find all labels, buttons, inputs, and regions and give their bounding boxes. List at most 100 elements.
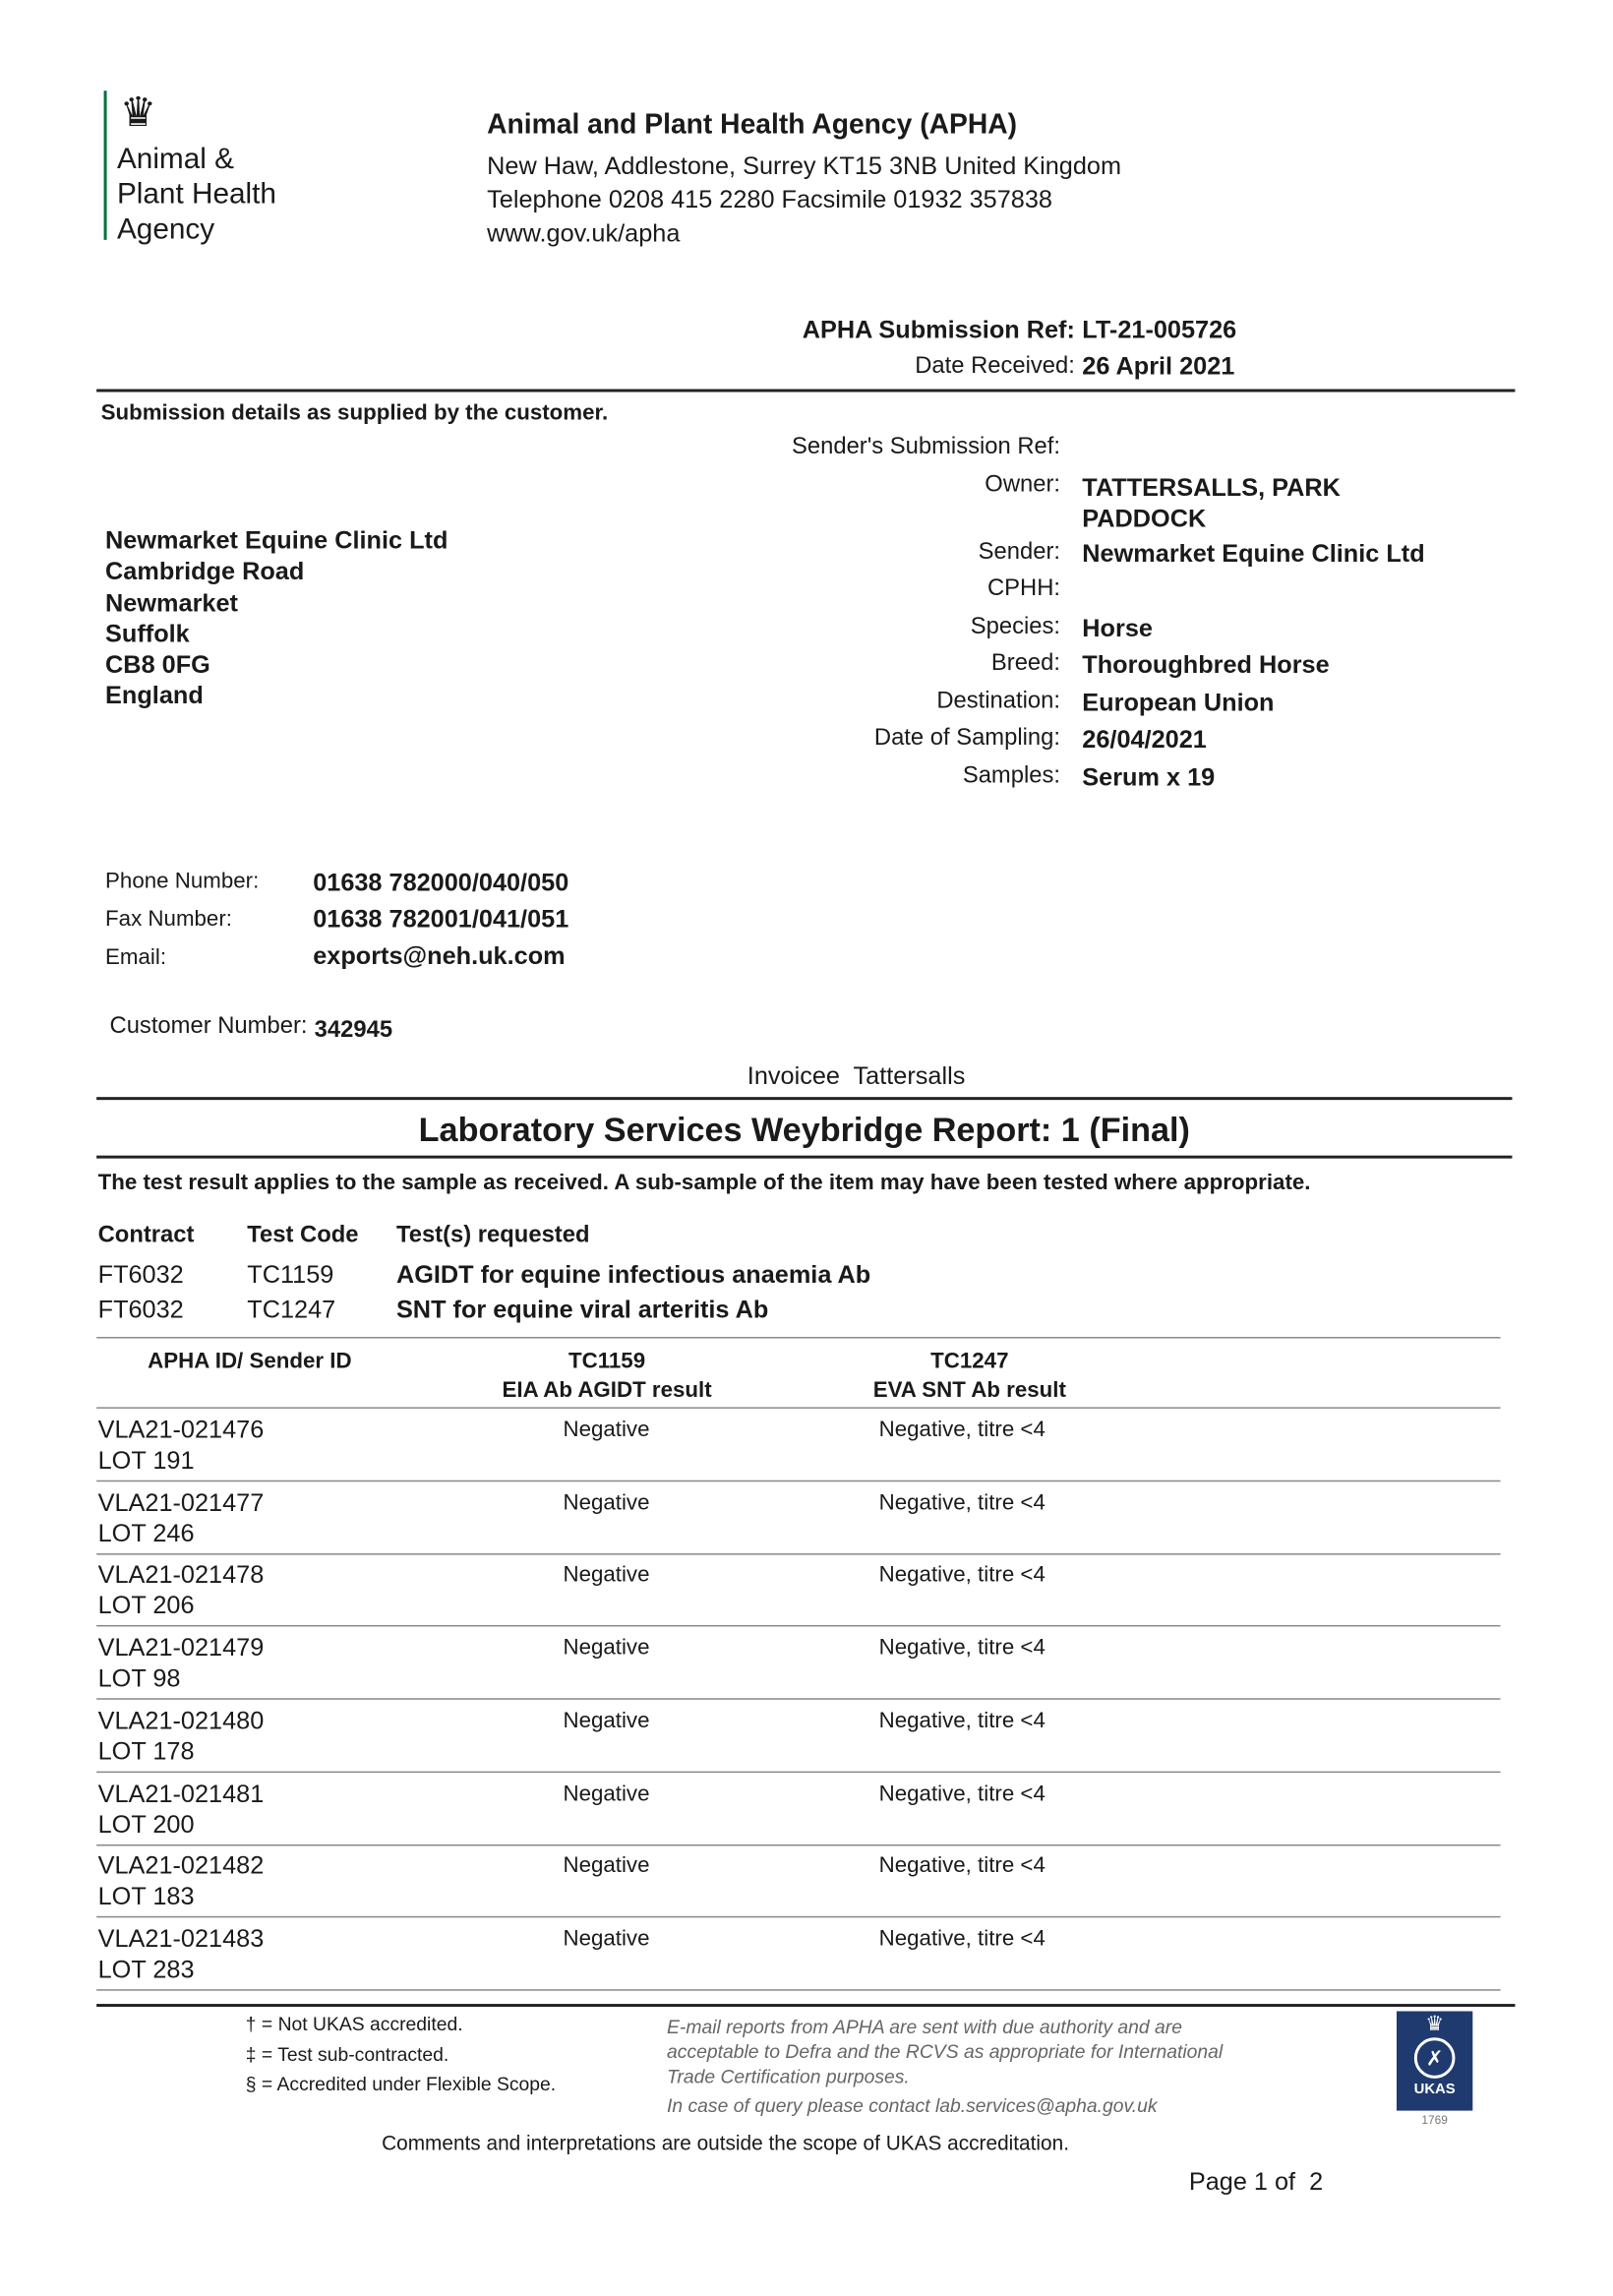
email-note-line: E-mail reports from APHA are sent with d… [667, 2015, 1182, 2038]
apha-id: VLA21-021479 [97, 1634, 265, 1662]
query-note: In case of query please contact lab.serv… [667, 2094, 1158, 2117]
apha-id: VLA21-021481 [97, 1779, 265, 1808]
logo-line: Agency [116, 213, 215, 246]
eva-result: Negative, titre <4 [878, 1926, 1045, 1952]
row-divider [96, 1916, 1501, 1918]
ukas-number: 1769 [1421, 2113, 1448, 2127]
email-note-line: Trade Certification purposes. [667, 2065, 910, 2087]
eva-result: Negative, titre <4 [878, 1708, 1045, 1733]
divider [96, 1407, 1501, 1409]
test-contract: FT6032 [97, 1296, 184, 1324]
crown-icon: ♛ [1425, 2011, 1444, 2035]
field-label: Owner: [985, 472, 1061, 498]
col-header-id: APHA ID/ Sender ID [148, 1348, 352, 1374]
field-label: Samples: [962, 763, 1061, 789]
eia-result: Negative [563, 1926, 650, 1952]
tests-header-code: Test Code [247, 1223, 359, 1248]
org-phone: Telephone 0208 415 2280 Facsimile 01932 … [487, 185, 1052, 214]
ukas-logo: ♛ ✗ UKAS [1396, 2011, 1473, 2111]
address-line: Suffolk [105, 620, 190, 648]
report-note: The test result applies to the sample as… [97, 1170, 1311, 1195]
sender-id: LOT 183 [97, 1882, 195, 1911]
eia-result: Negative [563, 1562, 650, 1588]
destination-value: European Union [1082, 689, 1275, 717]
eia-result: Negative [563, 1781, 650, 1806]
divider [96, 2004, 1516, 2008]
row-divider [96, 1625, 1501, 1628]
apha-id: VLA21-021476 [97, 1416, 265, 1444]
eia-result: Negative [563, 1417, 650, 1443]
eia-result: Negative [563, 1708, 650, 1733]
org-address: New Haw, Addlestone, Surrey KT15 3NB Uni… [487, 151, 1122, 180]
col-header-line: EVA SNT Ab result [872, 1377, 1066, 1403]
logo-line: Animal & [116, 143, 234, 176]
date-received-label: Date Received: [915, 353, 1075, 380]
col-header-line: TC1159 [568, 1348, 646, 1374]
tests-header-contract: Contract [97, 1223, 195, 1248]
eva-result: Negative, titre <4 [878, 1489, 1045, 1515]
customer-address: Newmarket Equine Clinic Ltd Cambridge Ro… [105, 525, 448, 712]
sender-value: Newmarket Equine Clinic Ltd [1082, 539, 1425, 568]
divider [96, 1155, 1513, 1159]
eia-result: Negative [563, 1635, 650, 1661]
ukas-text: UKAS [1413, 2081, 1456, 2098]
sender-id: LOT 206 [97, 1592, 195, 1620]
field-label: CPHH: [986, 575, 1061, 602]
fax-value: 01638 782001/041/051 [313, 905, 569, 934]
col-header-line: EIA Ab AGIDT result [502, 1377, 712, 1403]
samples-value: Serum x 19 [1082, 763, 1216, 792]
submission-heading: Submission details as supplied by the cu… [100, 400, 609, 426]
ukas-comments: Comments and interpretations are outside… [382, 2131, 1069, 2155]
sender-id: LOT 283 [97, 1955, 195, 1984]
apha-id: VLA21-021480 [97, 1706, 265, 1735]
field-label: Species: [970, 614, 1061, 639]
customer-number-label: Customer Number: [109, 1013, 308, 1039]
row-divider [96, 1989, 1501, 1991]
test-name: AGIDT for equine infectious anaemia Ab [395, 1260, 871, 1289]
eva-result: Negative, titre <4 [878, 1562, 1045, 1588]
row-divider [96, 1552, 1501, 1555]
field-label: Sender's Submission Ref: [792, 434, 1061, 459]
sender-id: LOT 200 [97, 1810, 195, 1839]
apha-id: VLA21-021483 [97, 1924, 265, 1953]
divider [96, 1097, 1513, 1101]
invoicee: Invoicee Tattersalls [747, 1061, 966, 1090]
sender-id: LOT 246 [97, 1519, 195, 1547]
sender-id: LOT 191 [97, 1446, 195, 1475]
breed-value: Thoroughbred Horse [1082, 650, 1330, 679]
eia-result: Negative [563, 1853, 650, 1879]
org-website[interactable]: www.gov.uk/apha [487, 219, 681, 248]
page-number: Page 1 of 2 [1188, 2167, 1324, 2196]
address-line: Cambridge Road [105, 557, 305, 586]
footnote: † = Not UKAS accredited. [245, 2012, 463, 2035]
email-note: E-mail reports from APHA are sent with d… [667, 2014, 1223, 2088]
address-line: Newmarket Equine Clinic Ltd [105, 526, 448, 555]
report-title: Laboratory Services Weybridge Report: 1 … [418, 1110, 1190, 1149]
email-note-line: acceptable to Defra and the RCVS as appr… [667, 2040, 1224, 2063]
sampling-date-value: 26/04/2021 [1082, 725, 1207, 754]
sender-id: LOT 98 [97, 1664, 181, 1693]
footnote: § = Accredited under Flexible Scope. [245, 2072, 557, 2095]
eva-result: Negative, titre <4 [878, 1635, 1045, 1661]
logo-line: Plant Health [116, 178, 276, 211]
divider [96, 389, 1516, 393]
eia-result: Negative [563, 1489, 650, 1515]
field-label: Sender: [978, 539, 1061, 565]
row-divider [96, 1843, 1501, 1845]
submission-ref: LT-21-005726 [1082, 316, 1237, 344]
email-value[interactable]: exports@neh.uk.com [313, 941, 566, 970]
footnote: ‡ = Test sub-contracted. [245, 2042, 449, 2065]
eva-result: Negative, titre <4 [878, 1853, 1045, 1879]
field-label: Date of Sampling: [873, 725, 1061, 751]
org-name: Animal and Plant Health Agency (APHA) [487, 109, 1018, 141]
row-divider [96, 1480, 1501, 1482]
logo-bar [103, 91, 107, 240]
tests-header-requested: Test(s) requested [395, 1223, 590, 1248]
test-code: TC1247 [247, 1296, 336, 1324]
fax-label: Fax Number: [105, 906, 232, 933]
test-contract: FT6032 [97, 1260, 184, 1289]
customer-number: 342945 [314, 1017, 393, 1044]
col-header-eva: TC1247 EVA SNT Ab result [802, 1347, 1138, 1405]
logo-text: Animal & Plant Health Agency [117, 142, 276, 247]
